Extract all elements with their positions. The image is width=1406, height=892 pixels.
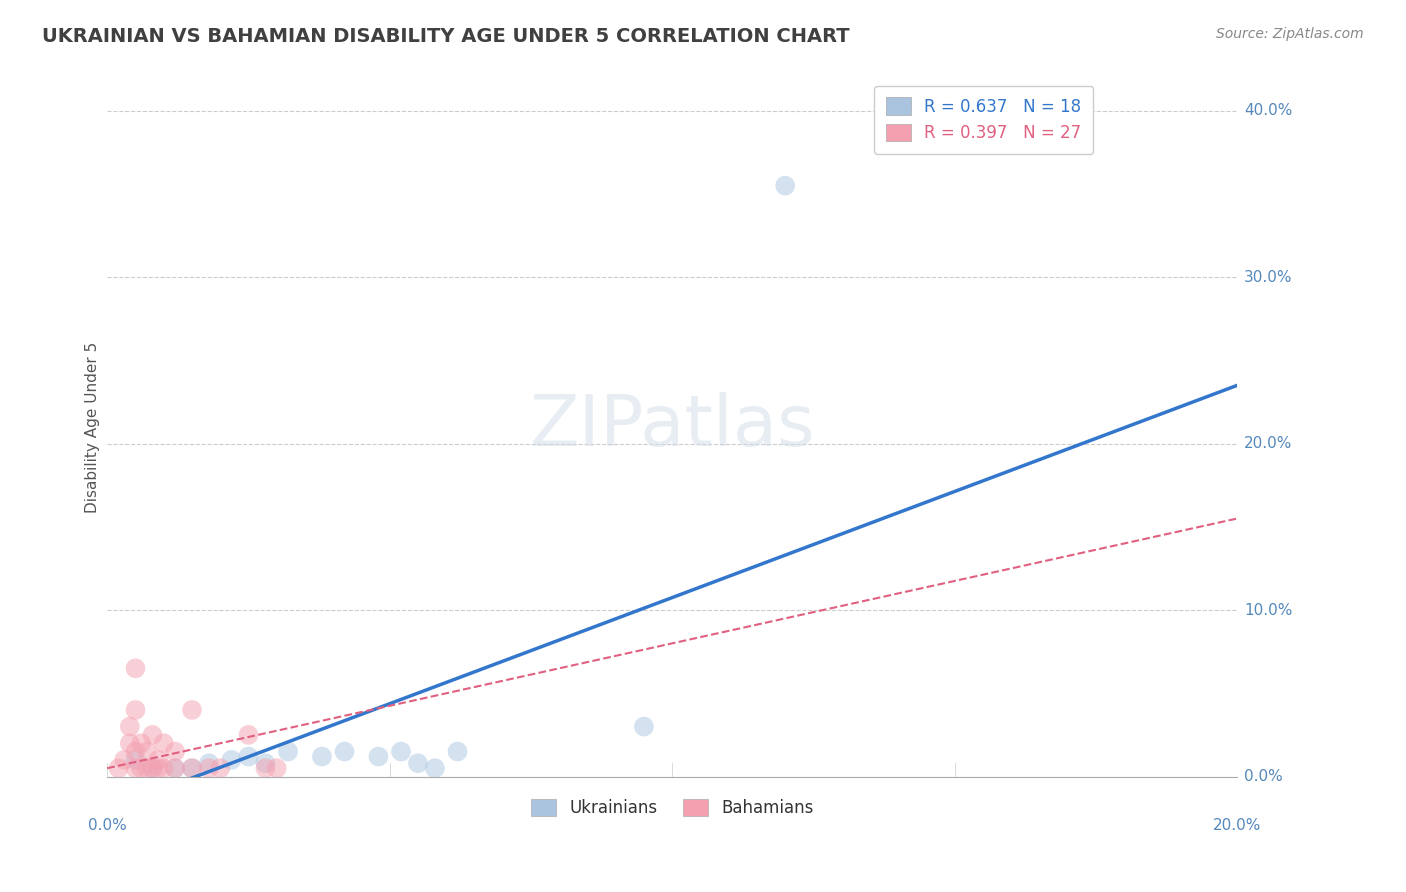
Legend: Ukrainians, Bahamians: Ukrainians, Bahamians <box>524 793 820 824</box>
Point <box>254 756 277 771</box>
Text: Source: ZipAtlas.com: Source: ZipAtlas.com <box>1216 27 1364 41</box>
Text: ZIPatlas: ZIPatlas <box>530 392 815 461</box>
Point <box>446 745 468 759</box>
Point <box>124 703 146 717</box>
Point <box>277 745 299 759</box>
Point <box>238 728 260 742</box>
Point <box>266 761 288 775</box>
Text: 40.0%: 40.0% <box>1244 103 1292 119</box>
Point <box>163 745 186 759</box>
Point <box>311 749 333 764</box>
Y-axis label: Disability Age Under 5: Disability Age Under 5 <box>86 342 100 513</box>
Point <box>181 703 204 717</box>
Point <box>423 761 446 775</box>
Point <box>146 753 169 767</box>
Point <box>129 736 152 750</box>
Point <box>163 761 186 775</box>
Point <box>406 756 429 771</box>
Point <box>124 661 146 675</box>
Point <box>118 720 141 734</box>
Point <box>333 745 356 759</box>
Text: 10.0%: 10.0% <box>1244 603 1292 617</box>
Text: 20.0%: 20.0% <box>1213 818 1261 833</box>
Point <box>633 720 655 734</box>
Point <box>152 761 174 775</box>
Point <box>112 753 135 767</box>
Text: 20.0%: 20.0% <box>1244 436 1292 451</box>
Point <box>124 745 146 759</box>
Text: UKRAINIAN VS BAHAMIAN DISABILITY AGE UNDER 5 CORRELATION CHART: UKRAINIAN VS BAHAMIAN DISABILITY AGE UND… <box>42 27 849 45</box>
Point <box>181 761 204 775</box>
Point <box>773 178 796 193</box>
Point <box>124 761 146 775</box>
Point <box>221 753 243 767</box>
Point <box>107 761 129 775</box>
Point <box>129 761 152 775</box>
Point <box>141 728 163 742</box>
Point <box>198 756 221 771</box>
Point <box>238 749 260 764</box>
Point <box>209 761 232 775</box>
Point <box>118 736 141 750</box>
Point <box>135 761 157 775</box>
Point <box>198 761 221 775</box>
Point <box>367 749 389 764</box>
Point <box>141 761 163 775</box>
Point <box>389 745 412 759</box>
Point <box>135 745 157 759</box>
Point <box>254 761 277 775</box>
Point <box>163 761 186 775</box>
Text: 30.0%: 30.0% <box>1244 269 1292 285</box>
Point <box>124 753 146 767</box>
Point <box>152 736 174 750</box>
Point <box>141 761 163 775</box>
Text: 0.0%: 0.0% <box>1244 769 1282 784</box>
Text: 0.0%: 0.0% <box>87 818 127 833</box>
Point <box>146 761 169 775</box>
Point <box>181 761 204 775</box>
